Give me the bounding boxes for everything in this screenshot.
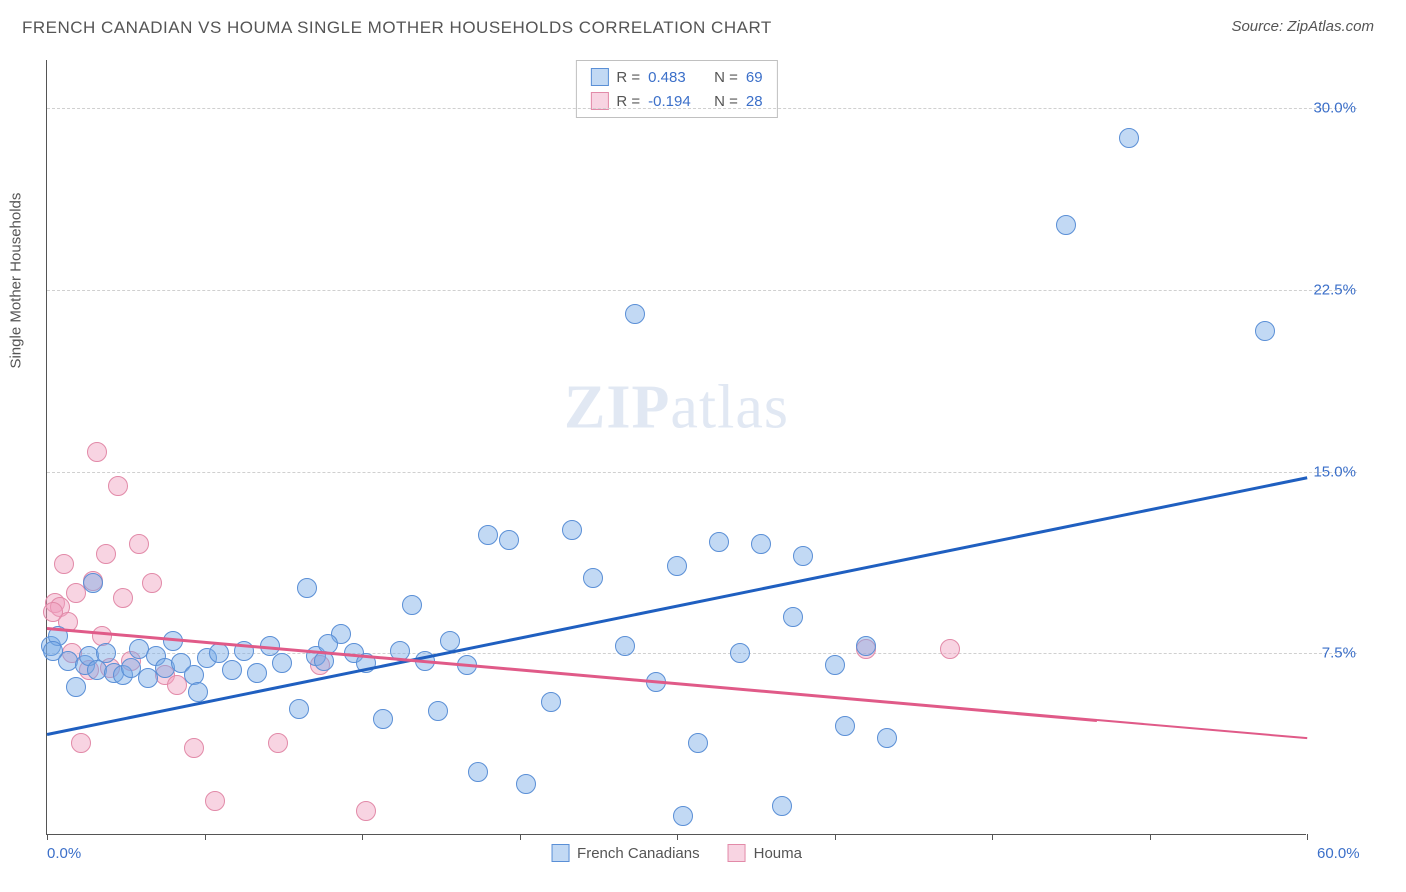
scatter-point [129, 534, 149, 554]
scatter-point [856, 636, 876, 656]
scatter-point [289, 699, 309, 719]
scatter-point [96, 643, 116, 663]
scatter-point [468, 762, 488, 782]
scatter-point [43, 641, 63, 661]
scatter-point [66, 677, 86, 697]
y-tick-label: 7.5% [1306, 645, 1356, 662]
scatter-point [272, 653, 292, 673]
trend-line [47, 477, 1307, 736]
scatter-point [772, 796, 792, 816]
scatter-point [54, 554, 74, 574]
scatter-point [667, 556, 687, 576]
scatter-point [222, 660, 242, 680]
scatter-point [825, 655, 845, 675]
scatter-point [184, 738, 204, 758]
scatter-point [615, 636, 635, 656]
scatter-point [96, 544, 116, 564]
legend-series-item: Houma [728, 844, 802, 862]
x-tick [205, 834, 206, 840]
x-tick [47, 834, 48, 840]
scatter-point [1056, 215, 1076, 235]
scatter-point [516, 774, 536, 794]
scatter-point [188, 682, 208, 702]
scatter-point [499, 530, 519, 550]
scatter-point [478, 525, 498, 545]
y-axis-title: Single Mother Households [8, 192, 25, 368]
x-axis-min-label: 0.0% [47, 845, 81, 862]
x-tick [1307, 834, 1308, 840]
gridline [47, 290, 1357, 291]
legend-series-label: French Canadians [577, 845, 700, 862]
y-tick-label: 22.5% [1306, 282, 1356, 299]
scatter-point [835, 716, 855, 736]
x-tick [362, 834, 363, 840]
scatter-point [793, 546, 813, 566]
scatter-point [356, 801, 376, 821]
x-tick [677, 834, 678, 840]
legend-swatch [728, 844, 746, 862]
source-label: Source: ZipAtlas.com [1231, 18, 1374, 35]
scatter-point [709, 532, 729, 552]
x-tick [520, 834, 521, 840]
scatter-point [428, 701, 448, 721]
chart-title: FRENCH CANADIAN VS HOUMA SINGLE MOTHER H… [22, 18, 772, 38]
scatter-point [83, 573, 103, 593]
x-tick [835, 834, 836, 840]
scatter-point [940, 639, 960, 659]
legend-stats-row: R = 0.483 N = 69 [590, 65, 762, 89]
trend-line [1097, 719, 1307, 739]
legend-swatch [590, 92, 608, 110]
scatter-point [1119, 128, 1139, 148]
scatter-point [209, 643, 229, 663]
scatter-point [751, 534, 771, 554]
scatter-point [142, 573, 162, 593]
plot-region: ZIPatlas R = 0.483 N = 69R = -0.194 N = … [46, 60, 1306, 835]
legend-series-label: Houma [754, 845, 802, 862]
scatter-point [87, 442, 107, 462]
y-tick-label: 30.0% [1306, 100, 1356, 117]
scatter-point [877, 728, 897, 748]
legend-series: French Canadians Houma [551, 844, 802, 862]
scatter-point [1255, 321, 1275, 341]
scatter-point [297, 578, 317, 598]
scatter-point [205, 791, 225, 811]
scatter-point [541, 692, 561, 712]
scatter-point [43, 602, 63, 622]
gridline [47, 472, 1357, 473]
scatter-point [783, 607, 803, 627]
scatter-point [730, 643, 750, 663]
scatter-point [402, 595, 422, 615]
scatter-point [108, 476, 128, 496]
x-tick [992, 834, 993, 840]
scatter-point [583, 568, 603, 588]
trend-line [47, 627, 1097, 722]
scatter-point [673, 806, 693, 826]
x-axis-max-label: 60.0% [1317, 845, 1360, 862]
y-tick-label: 15.0% [1306, 463, 1356, 480]
scatter-point [625, 304, 645, 324]
scatter-point [688, 733, 708, 753]
watermark: ZIPatlas [564, 373, 789, 444]
scatter-point [268, 733, 288, 753]
chart-area: Single Mother Households ZIPatlas R = 0.… [46, 60, 1356, 835]
legend-swatch [590, 68, 608, 86]
scatter-point [562, 520, 582, 540]
legend-swatch [551, 844, 569, 862]
scatter-point [163, 631, 183, 651]
scatter-point [113, 588, 133, 608]
scatter-point [373, 709, 393, 729]
gridline [47, 108, 1357, 109]
scatter-point [71, 733, 91, 753]
legend-series-item: French Canadians [551, 844, 700, 862]
x-tick [1150, 834, 1151, 840]
scatter-point [247, 663, 267, 683]
